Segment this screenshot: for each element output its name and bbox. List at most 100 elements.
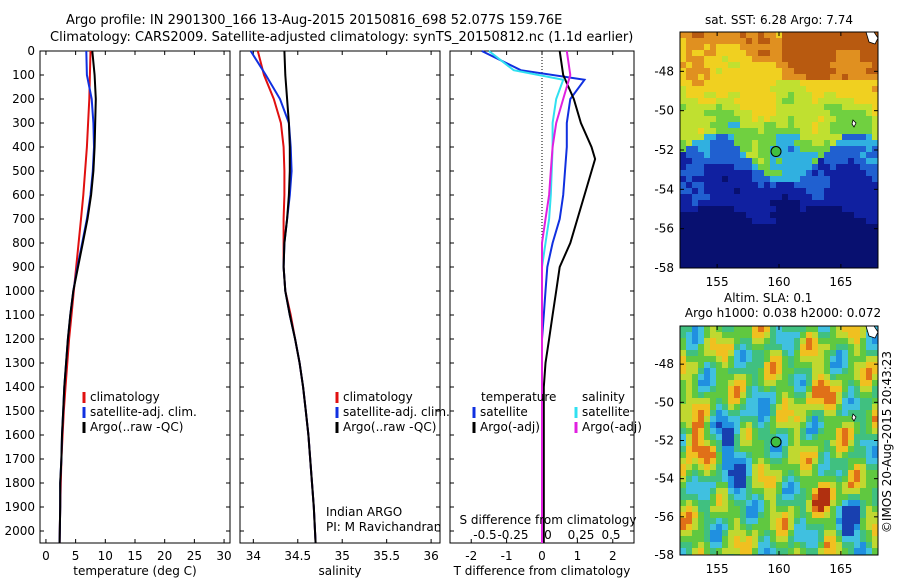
map-cell <box>854 68 860 74</box>
map-cell <box>782 338 788 344</box>
map-cell <box>806 104 812 110</box>
map-cell <box>818 440 824 446</box>
map-cell <box>812 368 818 374</box>
map-cell <box>752 86 758 92</box>
map-cell <box>746 152 752 158</box>
map-cell <box>782 158 788 164</box>
map-cell <box>692 266 698 268</box>
map-cell <box>746 206 752 212</box>
map-cell <box>728 230 734 236</box>
map-cell <box>740 80 746 86</box>
map-cell <box>788 176 794 182</box>
map-cell <box>710 212 716 218</box>
map-cell <box>794 56 800 62</box>
map-cell <box>872 206 878 212</box>
map-cell <box>740 152 746 158</box>
map-cell <box>686 140 692 146</box>
map-cell <box>770 44 776 50</box>
map-cell <box>680 380 686 386</box>
map-cell <box>728 374 734 380</box>
map-cell <box>728 386 734 392</box>
map-cell <box>776 398 782 404</box>
map-cell <box>710 404 716 410</box>
map-cell <box>824 116 830 122</box>
map-cell <box>866 134 872 140</box>
map-cell <box>860 542 866 548</box>
map-cell <box>794 356 800 362</box>
map-cell <box>812 470 818 476</box>
map-cell <box>698 140 704 146</box>
map-cell <box>740 434 746 440</box>
map-cell <box>752 194 758 200</box>
map-cell <box>710 74 716 80</box>
map-cell <box>824 530 830 536</box>
map-cell <box>794 380 800 386</box>
map-cell <box>800 110 806 116</box>
map-cell <box>800 86 806 92</box>
map-cell <box>740 344 746 350</box>
map-cell <box>686 434 692 440</box>
map-cell <box>788 434 794 440</box>
map-cell <box>782 350 788 356</box>
map-cell <box>710 68 716 74</box>
map-cell <box>800 458 806 464</box>
map-cell <box>686 152 692 158</box>
map-cell <box>842 32 848 38</box>
map-cell <box>746 356 752 362</box>
map-cell <box>806 128 812 134</box>
map-cell <box>866 386 872 392</box>
map-cell <box>842 488 848 494</box>
map-cell <box>710 104 716 110</box>
map-cell <box>776 488 782 494</box>
map-cell <box>734 404 740 410</box>
map-cell <box>812 74 818 80</box>
map-cell <box>860 362 866 368</box>
map-cell <box>866 362 872 368</box>
map-cell <box>734 410 740 416</box>
map-cell <box>728 506 734 512</box>
map-cell <box>746 440 752 446</box>
map-cell <box>680 104 686 110</box>
map-cell <box>740 176 746 182</box>
map-cell <box>776 50 782 56</box>
map-cell <box>782 260 788 266</box>
map-cell <box>698 122 704 128</box>
map-cell <box>866 104 872 110</box>
map-cell <box>818 326 824 332</box>
map-cell <box>722 344 728 350</box>
map-cell <box>866 236 872 242</box>
map-cell <box>692 122 698 128</box>
map-cell <box>734 392 740 398</box>
map-cell <box>848 398 854 404</box>
map-cell <box>854 446 860 452</box>
map-cell <box>842 116 848 122</box>
map-cell <box>698 350 704 356</box>
map-cell <box>728 110 734 116</box>
map-cell <box>830 458 836 464</box>
map-cell <box>716 416 722 422</box>
map-cell <box>758 68 764 74</box>
map-cell <box>704 266 710 268</box>
map-cell <box>716 512 722 518</box>
map-cell <box>836 242 842 248</box>
map-cell <box>872 452 878 458</box>
map-cell <box>788 80 794 86</box>
map-cell <box>704 224 710 230</box>
map-cell <box>764 524 770 530</box>
map-cell <box>746 488 752 494</box>
map-cell <box>788 38 794 44</box>
map-cell <box>692 542 698 548</box>
map-cell <box>710 260 716 266</box>
map-cell <box>686 104 692 110</box>
map-cell <box>764 194 770 200</box>
map-cell <box>836 404 842 410</box>
map-cell <box>746 536 752 542</box>
map-cell <box>866 194 872 200</box>
map-cell <box>752 410 758 416</box>
map-cell <box>758 488 764 494</box>
map-cell <box>704 500 710 506</box>
map-cell <box>680 548 686 554</box>
map-cell <box>710 152 716 158</box>
map-cell <box>686 128 692 134</box>
map-cell <box>854 482 860 488</box>
